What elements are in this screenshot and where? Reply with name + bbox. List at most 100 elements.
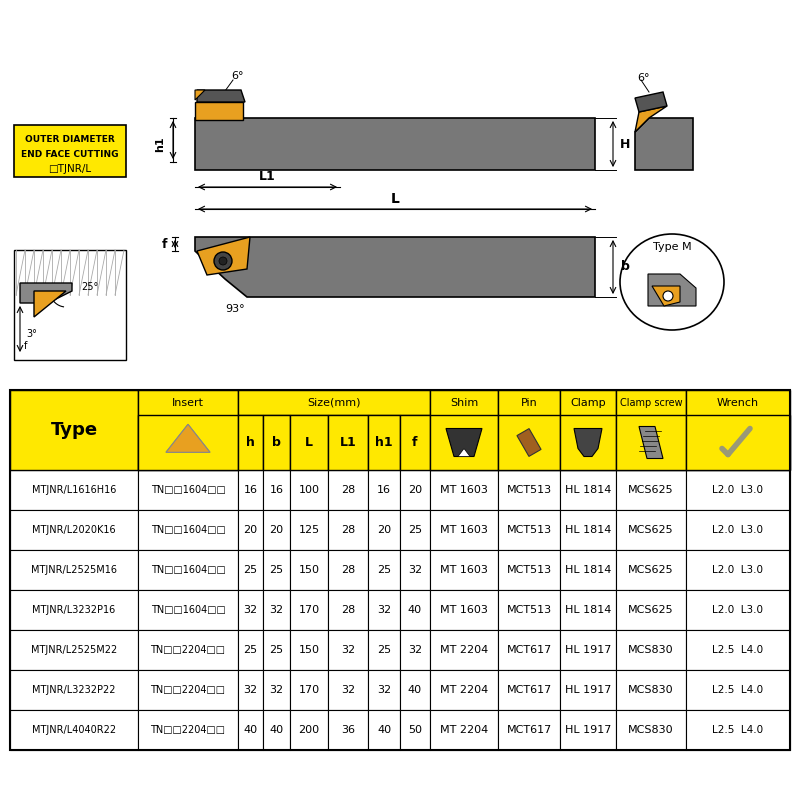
Text: 32: 32: [243, 605, 258, 615]
Text: MCT617: MCT617: [506, 645, 552, 655]
Text: □TJNR/L: □TJNR/L: [49, 164, 91, 174]
Text: MCS625: MCS625: [628, 605, 674, 615]
Text: h: h: [246, 436, 255, 449]
Bar: [686, 550, 790, 590]
Text: MT 2204: MT 2204: [440, 645, 488, 655]
Polygon shape: [166, 424, 210, 452]
Text: L2.0  L3.0: L2.0 L3.0: [713, 605, 763, 615]
Text: Wrench: Wrench: [717, 398, 759, 407]
Text: MTJNR/L2020K16: MTJNR/L2020K16: [32, 525, 116, 535]
Bar: [263, 550, 290, 590]
Text: 32: 32: [270, 685, 283, 695]
Bar: [560, 470, 616, 510]
Text: MCT617: MCT617: [506, 725, 552, 735]
Text: MT 1603: MT 1603: [440, 605, 488, 615]
Polygon shape: [574, 429, 602, 457]
Bar: [400, 670, 430, 710]
Text: MCS625: MCS625: [628, 565, 674, 575]
Bar: [400, 710, 430, 750]
Text: HL 1814: HL 1814: [565, 525, 611, 535]
Bar: [328, 710, 368, 750]
Bar: [138, 390, 238, 470]
Bar: [328, 630, 368, 670]
Polygon shape: [635, 92, 667, 112]
Text: 40: 40: [377, 725, 391, 735]
Bar: [328, 550, 368, 590]
Bar: [238, 415, 263, 470]
Bar: [10, 710, 138, 750]
Bar: [400, 590, 430, 630]
Text: MCT513: MCT513: [506, 525, 551, 535]
Bar: [138, 415, 238, 470]
Bar: [238, 670, 263, 710]
Bar: [263, 470, 290, 510]
Text: 16: 16: [243, 485, 258, 495]
Bar: [238, 510, 263, 550]
Bar: [498, 510, 560, 550]
Text: b: b: [272, 436, 281, 449]
Text: Clamp screw: Clamp screw: [620, 398, 682, 407]
Text: 16: 16: [377, 485, 391, 495]
Bar: [10, 510, 138, 550]
Text: MT 1603: MT 1603: [440, 525, 488, 535]
Text: 28: 28: [341, 565, 355, 575]
Text: 32: 32: [377, 685, 391, 695]
Bar: [10, 390, 138, 470]
Bar: [328, 415, 368, 470]
Text: 25°: 25°: [82, 282, 98, 292]
Text: MCT617: MCT617: [506, 685, 552, 695]
Text: L2.0  L3.0: L2.0 L3.0: [713, 525, 763, 535]
Text: Shim: Shim: [450, 398, 478, 407]
Bar: [263, 510, 290, 550]
Text: 50: 50: [408, 725, 422, 735]
Text: Pin: Pin: [521, 398, 538, 407]
Text: MTJNR/L4040R22: MTJNR/L4040R22: [32, 725, 116, 735]
Bar: [616, 415, 686, 470]
Text: TN□□2204□□: TN□□2204□□: [150, 685, 226, 695]
Bar: [368, 470, 400, 510]
Bar: [560, 710, 616, 750]
Text: Insert: Insert: [172, 398, 204, 407]
Text: 6°: 6°: [230, 71, 243, 81]
Text: L1: L1: [258, 170, 275, 183]
Text: L1: L1: [340, 436, 356, 449]
Text: 25: 25: [243, 645, 258, 655]
Bar: [238, 590, 263, 630]
Text: 25: 25: [377, 565, 391, 575]
Text: 25: 25: [408, 525, 422, 535]
Bar: [368, 550, 400, 590]
Bar: [138, 590, 238, 630]
Text: Clamp: Clamp: [570, 398, 606, 407]
Text: 32: 32: [270, 605, 283, 615]
Bar: [498, 590, 560, 630]
Polygon shape: [166, 424, 210, 452]
Text: MCT513: MCT513: [506, 605, 551, 615]
Text: L2.0  L3.0: L2.0 L3.0: [713, 485, 763, 495]
Bar: [10, 670, 138, 710]
Text: 20: 20: [377, 525, 391, 535]
Bar: [263, 710, 290, 750]
Text: 125: 125: [298, 525, 319, 535]
Text: b: b: [621, 261, 630, 274]
Bar: [498, 670, 560, 710]
Text: MCS625: MCS625: [628, 525, 674, 535]
Bar: [368, 630, 400, 670]
Text: H: H: [620, 138, 630, 150]
Bar: [560, 670, 616, 710]
Text: HL 1814: HL 1814: [565, 485, 611, 495]
Bar: [686, 510, 790, 550]
Ellipse shape: [620, 234, 724, 330]
Text: L: L: [390, 192, 399, 206]
Bar: [263, 670, 290, 710]
Bar: [290, 590, 328, 630]
Bar: [560, 415, 616, 470]
Bar: [238, 390, 430, 415]
Polygon shape: [639, 426, 663, 458]
Bar: [400, 470, 430, 510]
Bar: [138, 470, 238, 510]
Bar: [238, 630, 263, 670]
Text: 32: 32: [341, 645, 355, 655]
Text: 25: 25: [243, 565, 258, 575]
Text: 36: 36: [341, 725, 355, 735]
Text: TN□□1604□□: TN□□1604□□: [150, 525, 226, 535]
